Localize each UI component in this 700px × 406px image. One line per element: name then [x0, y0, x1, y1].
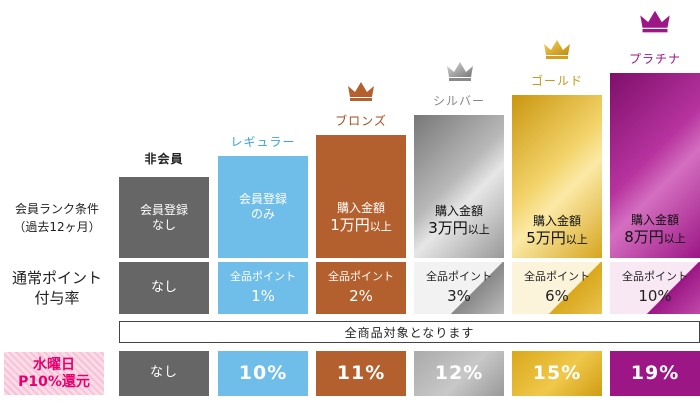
rank-label-regular: レギュラー [230, 135, 296, 149]
rank-label-silver: シルバー [432, 94, 485, 108]
rank-label-gold: ゴールド [530, 74, 583, 88]
condition-cell-platinum: 購入金額 8万円以上 [610, 73, 700, 258]
condition-line1: 会員登録 [238, 192, 287, 206]
condition-cell-nonmember: 会員登録 なし [119, 177, 209, 258]
condition-line1: 購入金額 [336, 201, 385, 216]
crown-icon [544, 40, 570, 59]
wednesday-value: 11% [336, 361, 386, 384]
point-pct: 3% [447, 287, 471, 305]
condition-line1: 購入金額 [532, 214, 581, 229]
point-pct: 1% [251, 287, 275, 305]
condition-cell-regular: 会員登録 のみ [218, 156, 308, 258]
condition-line1: 購入金額 [630, 213, 679, 228]
wednesday-value: 12% [434, 361, 484, 384]
wednesday-cell-gold: 15% [512, 351, 602, 396]
all-products-note: 全商品対象となります [119, 321, 700, 343]
point-cell-silver: 全品ポイント 3% [414, 262, 504, 314]
wednesday-cell-nonmember: なし [119, 351, 209, 396]
point-cell-platinum: 全品ポイント 10% [610, 262, 700, 314]
wednesday-value: 15% [532, 361, 582, 384]
crown-icon [348, 82, 374, 101]
rank-label-nonmember: 非会員 [144, 152, 184, 166]
all-products-note-text: 全商品対象となります [344, 325, 475, 340]
crown-icon [447, 62, 473, 81]
point-pct: 6% [545, 287, 569, 305]
wednesday-value: なし [149, 365, 178, 381]
wednesday-value: 19% [630, 361, 680, 384]
wednesday-cell-regular: 10% [218, 351, 308, 396]
point-text: 全品ポイント [328, 270, 394, 284]
wednesday-cell-bronze: 11% [316, 351, 406, 396]
condition-line2: なし [151, 217, 176, 232]
condition-cell-gold: 購入金額 5万円以上 [512, 95, 602, 258]
normal-point-label-line1: 通常ポイント [11, 269, 102, 287]
wednesday-badge-line2: P10%還元 [18, 373, 90, 390]
condition-line1: 会員登録 [139, 202, 188, 217]
rank-condition-label: 会員ランク条件 （過去12ヶ月） [0, 200, 114, 236]
point-cell-regular: 全品ポイント 1% [218, 262, 308, 314]
point-cell-nonmember: なし [119, 262, 209, 314]
wednesday-value: 10% [238, 361, 288, 384]
condition-line1: 購入金額 [434, 204, 483, 219]
condition-amount: 3万円 [428, 219, 468, 238]
wednesday-cell-platinum: 19% [610, 351, 700, 396]
rank-condition-label-line1: 会員ランク条件 [14, 202, 99, 216]
wednesday-badge-line1: 水曜日 [33, 356, 75, 373]
point-pct: 2% [349, 287, 373, 305]
point-text: 全品ポイント [622, 270, 688, 284]
wednesday-badge: 水曜日 P10%還元 [4, 352, 104, 395]
condition-line2: のみ [250, 207, 275, 221]
rank-condition-label-line2: （過去12ヶ月） [13, 220, 101, 234]
condition-unit: 以上 [565, 233, 588, 247]
point-text: なし [150, 279, 177, 295]
point-cell-gold: 全品ポイント 6% [512, 262, 602, 314]
point-text: 全品ポイント [230, 270, 296, 284]
condition-amount: 5万円 [526, 229, 566, 248]
rank-label-platinum: プラチナ [628, 52, 681, 66]
condition-amount: 1万円 [330, 216, 370, 235]
normal-point-label-line2: 付与率 [34, 289, 80, 308]
point-text: 全品ポイント [524, 270, 590, 284]
point-pct: 10% [638, 287, 672, 305]
point-cell-bronze: 全品ポイント 2% [316, 262, 406, 314]
point-text: 全品ポイント [426, 270, 492, 284]
wednesday-cell-silver: 12% [414, 351, 504, 396]
condition-amount: 8万円 [624, 228, 664, 247]
condition-unit: 以上 [467, 223, 490, 237]
condition-cell-bronze: 購入金額 1万円以上 [316, 135, 406, 258]
condition-cell-silver: 購入金額 3万円以上 [414, 115, 504, 258]
condition-unit: 以上 [663, 232, 686, 246]
condition-unit: 以上 [369, 220, 392, 234]
normal-point-label: 通常ポイント 付与率 [0, 268, 114, 309]
crown-icon [640, 10, 670, 33]
rank-label-bronze: ブロンズ [335, 114, 387, 128]
